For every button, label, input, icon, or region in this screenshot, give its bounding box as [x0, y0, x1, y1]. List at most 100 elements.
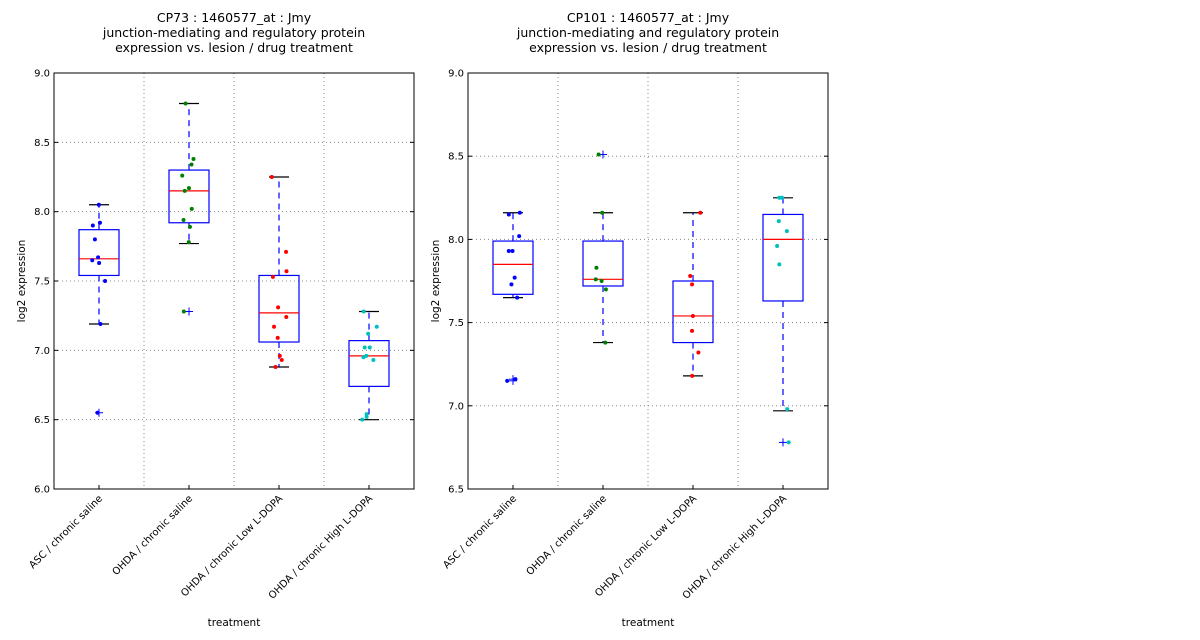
data-point: [776, 219, 781, 224]
y-tick-label: 7.0: [34, 346, 50, 357]
box-group-1: [78, 202, 120, 417]
data-point: [187, 224, 192, 229]
data-point: [103, 279, 108, 283]
box-iqr: [582, 240, 624, 287]
data-point: [276, 305, 281, 310]
data-point: [367, 345, 372, 350]
data-point: [360, 417, 365, 422]
y-axis-label: log2 expression: [16, 240, 28, 323]
box-group-2: [168, 101, 210, 316]
data-point: [362, 345, 367, 350]
box-iqr: [348, 340, 390, 387]
data-point: [688, 274, 693, 279]
y-tick-label: 9.0: [448, 69, 464, 80]
data-point: [273, 364, 278, 369]
data-point: [182, 188, 187, 193]
data-point: [270, 274, 275, 279]
data-point: [284, 315, 289, 320]
data-point: [95, 410, 100, 415]
x-axis-label: treatment: [622, 617, 675, 629]
data-point: [361, 355, 366, 360]
box-iqr: [258, 274, 300, 343]
plot-frame: [53, 72, 415, 490]
y-tick-label: 7.5: [448, 318, 464, 329]
data-point: [277, 353, 282, 358]
data-point: [509, 282, 514, 287]
data-point: [599, 279, 604, 283]
data-point: [366, 331, 371, 336]
x-tick-label: ASC / chronic saline: [27, 493, 105, 571]
data-point: [775, 244, 780, 249]
y-tick-label: 6.0: [34, 485, 50, 496]
data-point: [364, 414, 369, 419]
data-point: [97, 220, 102, 225]
x-tick-label: OHDA / chronic saline: [525, 493, 610, 578]
data-point: [780, 195, 785, 200]
box-iqr: [672, 280, 714, 344]
y-tick-label: 6.5: [34, 415, 50, 426]
y-tick-label: 6.5: [448, 485, 464, 496]
y-tick-label: 7.5: [34, 277, 50, 288]
data-point: [603, 340, 608, 345]
data-point: [186, 186, 191, 191]
data-point: [600, 210, 605, 215]
x-tick-label: OHDA / chronic Low L-DOPA: [179, 493, 285, 599]
data-point: [517, 234, 522, 239]
data-point: [506, 212, 511, 217]
box-iqr: [762, 213, 804, 302]
data-point: [279, 358, 284, 363]
box-iqr: [168, 169, 210, 224]
data-point: [183, 101, 188, 106]
data-point: [98, 321, 103, 326]
data-point: [272, 324, 277, 329]
data-point: [786, 440, 791, 445]
box-iqr: [492, 240, 534, 295]
y-axis-label: log2 expression: [430, 240, 442, 323]
data-point: [690, 313, 695, 318]
chart-title-line-3: expression vs. lesion / drug treatment: [529, 40, 767, 55]
data-point: [698, 210, 703, 215]
data-point: [594, 265, 599, 270]
x-tick-label: ASC / chronic saline: [441, 493, 519, 571]
box-group-4: [348, 309, 390, 422]
y-tick-label: 8.5: [448, 152, 464, 163]
data-point: [374, 324, 379, 329]
data-point: [690, 328, 695, 333]
data-point: [513, 377, 518, 382]
box-group-3: [258, 175, 300, 369]
y-tick-label: 8.0: [448, 235, 464, 246]
chart-title-line-2: junction-mediating and regulatory protei…: [516, 25, 779, 40]
chart-title-line-1: CP101 : 1460577_at : Jmy: [567, 10, 730, 25]
data-point: [371, 358, 376, 363]
data-point: [696, 350, 701, 355]
chart-cp101: CP101 : 1460577_at : Jmy junction-mediat…: [430, 10, 829, 629]
y-tick-label: 7.0: [448, 401, 464, 412]
data-point: [596, 152, 601, 157]
x-tick-label: OHDA / chronic High L-DOPA: [267, 493, 375, 601]
chart-title-line-2: junction-mediating and regulatory protei…: [102, 25, 365, 40]
chart-title-line-1: CP73 : 1460577_at : Jmy: [157, 10, 312, 25]
data-point: [96, 202, 101, 207]
y-tick-label: 8.5: [34, 138, 50, 149]
data-point: [90, 223, 95, 228]
data-point: [189, 206, 194, 211]
data-point: [189, 162, 194, 167]
data-point: [690, 373, 695, 378]
data-point: [505, 378, 510, 383]
y-tick-label: 8.0: [34, 207, 50, 218]
data-point: [269, 175, 274, 179]
box-group-3: [672, 210, 714, 378]
box-group-1: [492, 210, 534, 385]
data-point: [186, 240, 191, 245]
box-iqr: [78, 229, 120, 277]
y-tick-label: 9.0: [34, 69, 50, 80]
data-point: [92, 237, 97, 242]
data-point: [506, 249, 511, 254]
x-tick-label: OHDA / chronic Low L-DOPA: [593, 493, 699, 599]
data-point: [96, 255, 101, 260]
data-point: [181, 217, 186, 222]
data-point: [515, 295, 520, 300]
data-point: [593, 277, 598, 282]
box-group-4: [762, 195, 804, 447]
